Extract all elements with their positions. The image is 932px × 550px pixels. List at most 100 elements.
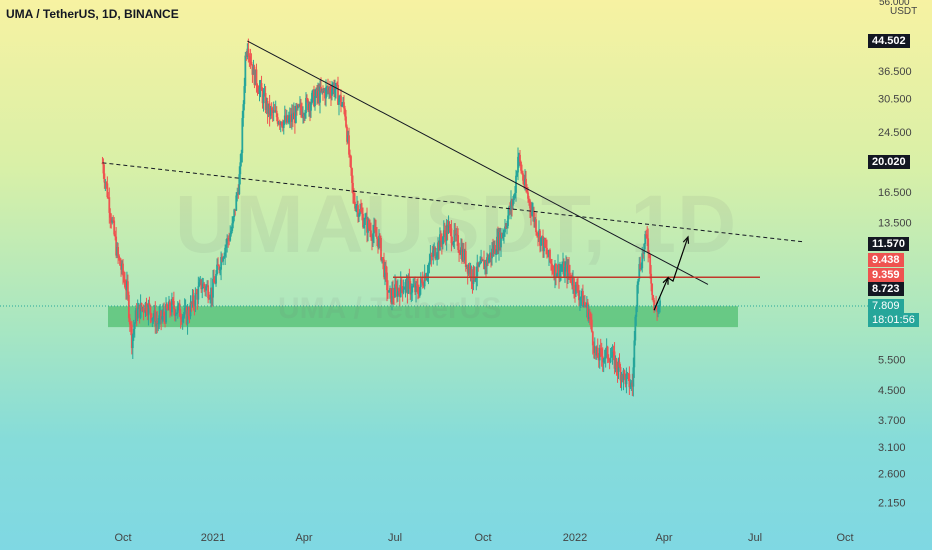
candle-body — [631, 382, 634, 387]
candle-body — [508, 206, 510, 216]
candle-body — [435, 257, 438, 259]
candle-body — [464, 250, 467, 268]
candle-body — [117, 247, 120, 256]
candle-body — [129, 324, 132, 326]
price-label-8723: 8.723 — [868, 282, 904, 296]
candle-body — [162, 311, 165, 317]
price-tick-label: 3.700 — [878, 415, 906, 427]
candle-body — [308, 104, 310, 111]
candle-body — [635, 306, 638, 317]
candle-body — [557, 264, 559, 274]
candle-body — [225, 244, 228, 248]
candle-body — [347, 135, 349, 142]
candle-body — [196, 293, 199, 300]
candle-body — [215, 273, 217, 284]
candle-body — [384, 265, 386, 278]
candle-body — [461, 247, 463, 261]
candle-body — [579, 297, 581, 301]
candle-body — [175, 312, 178, 314]
time-tick-label: Jul — [748, 532, 762, 544]
candle-body — [397, 288, 400, 292]
candle-body — [472, 266, 475, 285]
candle-body — [412, 286, 415, 288]
candle-body — [176, 305, 179, 313]
time-tick-label: Jul — [388, 532, 402, 544]
candle-body — [221, 257, 223, 262]
candle-body — [640, 268, 643, 270]
candle-body — [396, 286, 398, 297]
candle-body — [314, 95, 316, 107]
candle-body — [540, 237, 542, 246]
candle-body — [343, 102, 345, 109]
candle-body — [174, 313, 177, 317]
candle-body — [201, 287, 204, 290]
candle-body — [549, 249, 551, 261]
candle-body — [390, 288, 392, 303]
time-tick-label: 2022 — [563, 532, 587, 544]
candle-body — [105, 182, 108, 184]
candle-body — [249, 56, 252, 62]
candle-body — [199, 279, 202, 283]
candle-body — [254, 69, 257, 85]
candle-body — [194, 292, 197, 307]
candle-body — [358, 214, 360, 217]
candle-body — [487, 257, 489, 263]
candle-body — [165, 304, 167, 323]
candle-body — [417, 286, 419, 294]
candle-body — [222, 257, 225, 262]
candle-body — [298, 105, 300, 107]
candle-body — [582, 290, 584, 308]
candle-body — [383, 259, 385, 278]
candle-body — [536, 232, 538, 235]
candle-body — [318, 90, 320, 103]
candle-body — [473, 266, 476, 281]
candle-body — [321, 88, 323, 91]
candle-body — [583, 301, 585, 308]
candle-body — [415, 283, 417, 293]
candle-body — [261, 90, 264, 104]
candle-body — [418, 286, 421, 296]
candle-body — [497, 236, 499, 251]
candle-body — [360, 209, 362, 212]
candle-body — [641, 253, 644, 269]
candle-body — [159, 310, 162, 316]
candle-body — [244, 55, 247, 87]
candle-body — [517, 156, 519, 173]
candle-body — [170, 310, 172, 313]
arrow-head — [682, 235, 690, 244]
candle-body — [375, 229, 377, 237]
candle-body — [589, 316, 592, 320]
candle-body — [659, 300, 661, 307]
candle-body — [559, 270, 561, 279]
candle-body — [423, 274, 426, 287]
candle-body — [451, 243, 454, 245]
candle-body — [650, 273, 653, 284]
candle-body — [544, 238, 546, 247]
candle-body — [187, 310, 190, 317]
candle-body — [513, 194, 515, 201]
candle-body — [368, 220, 370, 229]
candle-body — [632, 367, 635, 387]
currency-label[interactable]: USDT — [890, 6, 918, 17]
candle-body — [573, 278, 575, 290]
candle-body — [116, 247, 119, 256]
candle-body — [510, 200, 512, 211]
candle-body — [501, 233, 503, 238]
price-tick-label: 24.500 — [878, 127, 912, 139]
candle-body — [550, 260, 552, 264]
candle-body — [478, 263, 481, 267]
candle-body — [524, 178, 526, 185]
candle-body — [607, 358, 610, 361]
candle-body — [292, 112, 295, 120]
candle-body — [274, 110, 277, 112]
candle-body — [651, 283, 654, 296]
candle-body — [184, 307, 187, 309]
candle-body — [421, 280, 424, 286]
candle-body — [608, 360, 611, 363]
price-tick-label: 4.500 — [878, 385, 906, 397]
candle-body — [490, 252, 492, 259]
candle-body — [386, 272, 388, 291]
candle-body — [268, 103, 271, 116]
candle-body — [287, 118, 290, 123]
